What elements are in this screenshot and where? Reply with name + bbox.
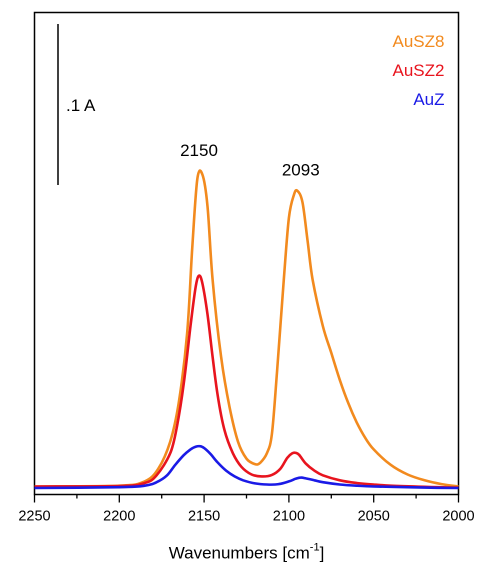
peak-annotations: 2150 2093 [180,141,320,179]
legend-entry-ausz2: AuSZ2 [393,61,445,80]
series-lines [34,169,459,490]
x-tick-label: 2150 [188,509,220,525]
peak-label: 2150 [180,141,218,160]
x-tick-label: 2250 [18,509,50,525]
scale-bar-label: .1 A [66,96,96,115]
series-line-ausz2 [34,274,459,489]
legend-entry-ausz8: AuSZ8 [393,32,445,51]
peak-label: 2093 [282,160,320,179]
x-axis-title-superscript: -1 [310,542,320,554]
scale-bar: .1 A [57,24,96,185]
x-axis-tick-labels: 2250 2200 2150 2100 2050 2000 [18,509,474,525]
legend: AuSZ8 AuSZ2 AuZ [393,32,445,109]
x-tick-label: 2050 [358,509,390,525]
x-tick-label: 2100 [273,509,305,525]
series-line-ausz8 [34,169,459,488]
x-axis-title-main: Wavenumbers [cm [169,544,310,563]
x-axis-title-end: ] [320,544,325,563]
legend-entry-auz: AuZ [413,90,444,109]
x-axis-ticks [33,494,460,503]
x-axis-title: Wavenumbers [cm-1] [169,542,325,563]
plot-frame [33,11,460,496]
series-line-auz [34,444,459,490]
x-tick-label: 2200 [103,509,135,525]
x-tick-label: 2000 [442,509,474,525]
